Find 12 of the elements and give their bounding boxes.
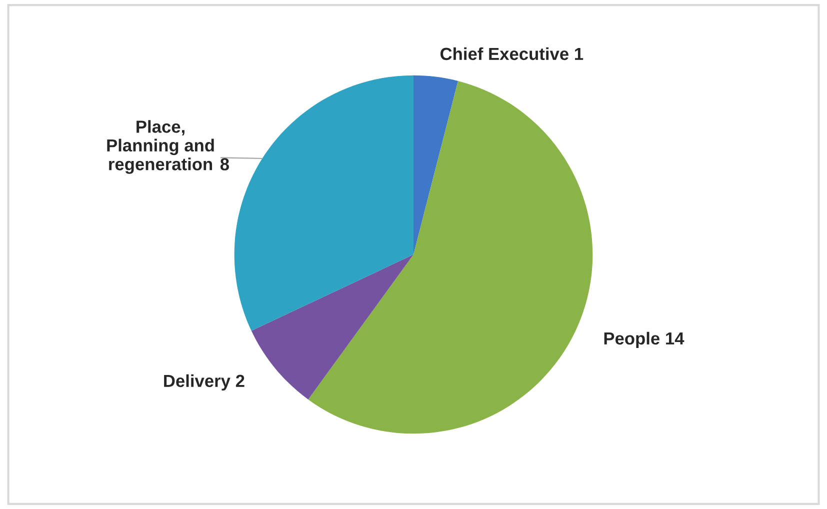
slice-label: Chief Executive <box>440 47 568 60</box>
pie-slice <box>251 254 414 400</box>
pie-slice <box>414 75 458 254</box>
data-label: 2 <box>236 374 244 387</box>
slice-label: People <box>604 332 660 348</box>
pie-slice <box>308 80 593 434</box>
data-label: 8 <box>220 158 229 170</box>
data-label: 14 <box>666 332 684 344</box>
slice-label: Place, Planning and regeneration <box>107 120 214 174</box>
slice-label: Delivery <box>164 374 230 391</box>
pie-slice <box>234 75 414 331</box>
data-label: 1 <box>575 48 584 60</box>
